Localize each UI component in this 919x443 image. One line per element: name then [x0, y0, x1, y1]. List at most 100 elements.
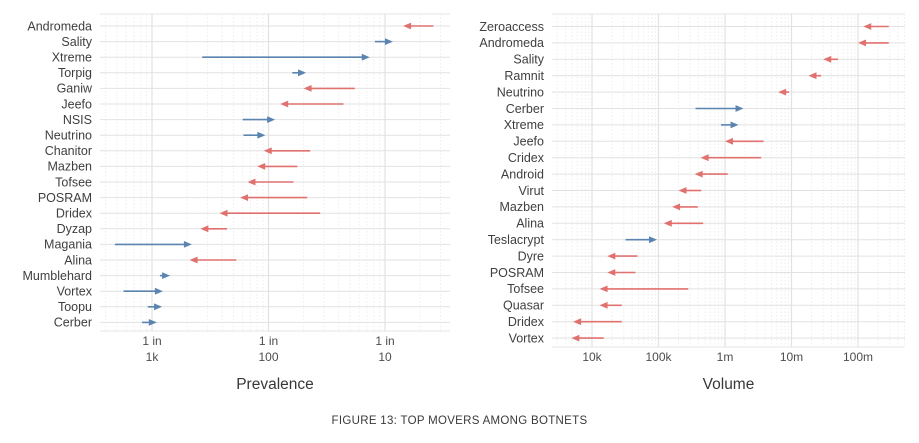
arrow-head-icon — [189, 256, 198, 264]
arrow-mazben — [257, 163, 298, 170]
category-label: Cridex — [508, 151, 545, 165]
arrow-head-icon — [863, 23, 872, 30]
arrow-head-icon — [200, 225, 209, 233]
category-label: Virut — [519, 184, 545, 198]
arrow-head-icon — [240, 194, 249, 201]
arrow-teslacrypt — [625, 236, 658, 244]
arrow-head-icon — [778, 88, 787, 96]
category-label: POSRAM — [38, 191, 92, 205]
category-label: Andromeda — [479, 36, 544, 50]
x-tick-label: 1 in 100 — [258, 334, 278, 364]
arrow-head-icon — [599, 285, 608, 293]
arrow-ganiw — [303, 85, 355, 92]
arrow-neutrino — [243, 131, 266, 139]
arrow-head-icon — [257, 131, 266, 139]
arrow-mumblehard — [159, 272, 171, 279]
arrow-chanitor — [263, 147, 311, 155]
category-label: Torpig — [58, 66, 92, 80]
arrow-head-icon — [607, 252, 616, 260]
arrow-head-icon — [823, 55, 832, 63]
category-label: Ramnit — [504, 69, 544, 83]
arrow-sality — [823, 55, 838, 63]
x-axis-title: Volume — [703, 376, 755, 393]
arrow-zeroaccess — [863, 23, 889, 30]
x-tick-label: 100m — [843, 350, 873, 364]
arrow-head-icon — [219, 209, 228, 217]
arrow-nsis — [242, 116, 276, 123]
arrow-tofsee — [599, 285, 689, 293]
category-label: Dridex — [508, 315, 545, 329]
arrow-cerber — [695, 105, 744, 112]
arrow-head-icon — [678, 187, 687, 194]
category-label: Toopu — [58, 300, 92, 314]
x-tick-text: 1 in — [375, 334, 394, 348]
x-tick-label: 10k — [582, 350, 602, 364]
arrow-cerber — [141, 319, 157, 326]
arrow-neutrino — [778, 88, 790, 96]
category-label: Android — [501, 167, 544, 181]
arrow-ramnit — [808, 72, 822, 80]
arrow-head-icon — [700, 154, 709, 162]
category-label: Xtreme — [504, 118, 544, 132]
category-label: Neutrino — [497, 85, 544, 99]
category-label: POSRAM — [490, 266, 544, 280]
arrow-head-icon — [599, 301, 608, 309]
arrow-head-icon — [247, 178, 256, 186]
category-label: Alina — [64, 253, 92, 267]
x-tick-label: 10m — [780, 350, 803, 364]
arrow-head-icon — [154, 287, 163, 295]
arrow-head-icon — [303, 85, 312, 92]
volume-chart: Zeroaccess Andromeda Sality Ramnit Neutrino C… — [479, 13, 905, 393]
arrow-head-icon — [607, 269, 616, 276]
arrow-head-icon — [384, 38, 393, 45]
x-tick-text: 10k — [582, 350, 602, 364]
category-label: Quasar — [503, 299, 544, 313]
arrow-head-icon — [148, 319, 157, 326]
arrow-head-icon — [403, 22, 412, 30]
x-tick-text: 100k — [645, 350, 672, 364]
category-label: Tofsee — [507, 282, 544, 296]
arrow-head-icon — [730, 121, 739, 129]
arrow-jeefo — [280, 100, 344, 108]
x-axis-title: Prevalence — [236, 376, 314, 393]
arrow-head-icon — [263, 147, 272, 155]
arrow-head-icon — [573, 318, 582, 326]
category-label: Sality — [61, 35, 92, 49]
category-label: Alina — [516, 217, 544, 231]
x-tick-text: 1 in — [142, 334, 161, 348]
gridlines — [100, 13, 450, 332]
category-label: Mumblehard — [23, 269, 93, 283]
category-label: Magania — [44, 238, 92, 252]
x-tick-label: 100k — [645, 350, 672, 364]
category-label: Sality — [513, 53, 544, 67]
x-tick-label: 1 in 1k — [142, 334, 161, 364]
category-label: Cerber — [54, 316, 92, 330]
arrow-head-icon — [649, 236, 658, 244]
arrow-torpig — [292, 69, 307, 77]
arrow-head-icon — [183, 241, 192, 248]
category-label: Zeroaccess — [479, 20, 544, 34]
arrow-magania — [114, 241, 192, 248]
arrow-head-icon — [280, 100, 289, 108]
category-label: Mazben — [48, 160, 93, 174]
category-label: Jeefo — [513, 135, 544, 149]
x-tick-text: 10m — [780, 350, 803, 364]
figure-caption: FIGURE 13: TOP MOVERS AMONG BOTNETS — [331, 415, 588, 427]
arrow-posram — [607, 269, 636, 276]
category-label: Vortex — [509, 331, 545, 345]
botnet-mover-charts: AndromedaSalityXtremeTorpigGaniwJeefoNSI… — [23, 13, 905, 393]
arrow-vortex — [571, 334, 604, 342]
arrow-head-icon — [694, 170, 703, 178]
x-tick-text: 1m — [717, 350, 734, 364]
arrow-head-icon — [735, 105, 744, 112]
category-label: Ganiw — [57, 82, 93, 96]
arrow-head-icon — [808, 72, 817, 80]
x-tick-text: 100m — [843, 350, 873, 364]
x-tick-text: 1 in — [259, 334, 278, 348]
arrow-head-icon — [162, 272, 171, 279]
arrow-toopu — [147, 303, 163, 311]
arrow-virut — [678, 187, 702, 194]
arrow-dridex — [219, 209, 321, 217]
arrow-head-icon — [858, 39, 866, 47]
category-label: Jeefo — [61, 97, 92, 111]
